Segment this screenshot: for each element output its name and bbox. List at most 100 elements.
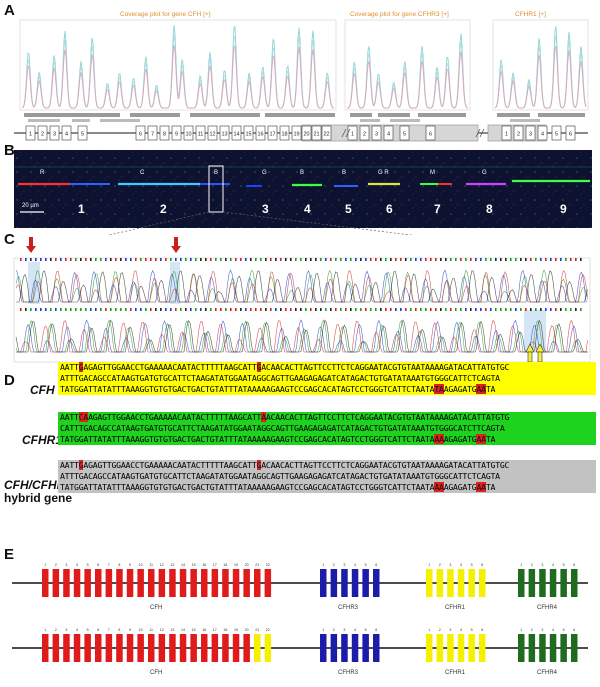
base-call-tick (200, 258, 202, 261)
exon-bar (179, 569, 187, 597)
variant-base: AA (476, 482, 486, 492)
coverage-curve (21, 45, 335, 109)
base-call-tick (245, 258, 247, 261)
base-call-tick (535, 258, 537, 261)
base-call-tick (185, 308, 187, 311)
base-call-tick (340, 258, 342, 261)
base-call-tick (390, 258, 392, 261)
base-call-tick (75, 258, 77, 261)
base-call-tick (420, 308, 422, 311)
base-call-tick (410, 308, 412, 311)
base-call-tick (110, 308, 112, 311)
fiber-number: 8 (486, 202, 493, 216)
seq-label-hybrid: CFH/CFHR1 (4, 478, 72, 492)
exon-bar (137, 634, 144, 662)
exon-bar (158, 634, 166, 662)
base-call-tick (270, 258, 272, 261)
base-call-tick (440, 258, 442, 261)
exon-number: 5 (471, 628, 473, 632)
exon-number: 8 (118, 628, 120, 632)
base-call-tick (135, 308, 137, 311)
exon-number: 2 (531, 563, 533, 567)
exon-number: 5 (365, 563, 367, 567)
base-call-tick (310, 258, 312, 261)
fiber-fish-image (14, 150, 592, 235)
exon-box (147, 125, 158, 141)
exon-number: 2 (333, 628, 335, 632)
base-call-tick (520, 258, 522, 261)
exon-label: 8 (163, 132, 166, 138)
coverage-bar (130, 113, 180, 117)
coverage-sub-bar (100, 119, 140, 122)
base-call-tick (560, 258, 562, 261)
sequence-text: TATGGATTATATTTAAAGGTGTGTGACTGACTGTATTTAT… (60, 384, 435, 394)
base-call-tick (260, 258, 262, 261)
exon-box (371, 125, 382, 141)
base-call-tick (375, 258, 377, 261)
base-call-tick (225, 308, 227, 311)
base-call-tick (325, 308, 327, 311)
exon-box (195, 125, 206, 141)
base-call-tick (335, 258, 337, 261)
base-call-tick (185, 258, 187, 261)
base-call-tick (465, 258, 467, 261)
variant-base: A (261, 412, 266, 422)
exon-bar (243, 569, 250, 597)
exon-label: 17 (269, 132, 275, 138)
exon-bar (351, 569, 359, 597)
fiber-number: 4 (304, 202, 311, 216)
exon-bar (571, 569, 578, 597)
exon-box (219, 125, 230, 141)
sequence-text: TA (485, 434, 496, 444)
exon-number: 6 (573, 563, 575, 567)
variant-base: G (256, 460, 262, 470)
exon-box (279, 125, 290, 141)
base-call-tick (175, 308, 177, 311)
exon-number: 13 (170, 628, 174, 632)
base-call-tick (260, 308, 262, 311)
base-call-tick (405, 308, 407, 311)
base-call-tick (450, 258, 452, 261)
sequence-line: ATTTGACAGCCATAAGTGATGTGCATTCTAAGATATGGAA… (58, 373, 596, 384)
seq-label-hybrid-sub: hybrid gene (4, 491, 73, 505)
exon-number: 8 (118, 563, 120, 567)
base-call-tick (450, 308, 452, 311)
base-call-tick (495, 308, 497, 311)
base-call-tick (510, 258, 512, 261)
sequence-line: AATTGAGAGTTGGAACCTGAAAAACAATACTTTTTAAGCA… (58, 362, 596, 373)
base-call-tick (230, 308, 232, 311)
exon-bar (479, 569, 486, 597)
base-call-tick (555, 308, 557, 311)
exon-number: 16 (202, 628, 206, 632)
base-call-tick (105, 308, 107, 311)
base-call-tick (485, 258, 487, 261)
base-call-tick (210, 258, 212, 261)
sequence-text: TATGGATTATATTTAAAGGTGTGTGACTGACTGTATTTAT… (60, 434, 435, 444)
red-arrow-right (171, 237, 181, 253)
base-call-tick (175, 258, 177, 261)
red-arrow-left (26, 237, 36, 253)
exon-number: 4 (76, 628, 78, 632)
exon-number: 4 (552, 563, 554, 567)
chromatogram-panel (13, 237, 591, 363)
exon-number: 3 (541, 563, 543, 567)
exon-bar (232, 569, 240, 597)
exon-bar (264, 634, 272, 662)
base-call-tick (575, 258, 577, 261)
exon-bar (436, 569, 444, 597)
base-call-tick (455, 258, 457, 261)
base-call-tick (470, 258, 472, 261)
base-call-tick (570, 258, 572, 261)
base-call-tick (65, 308, 67, 311)
base-call-tick (150, 308, 152, 311)
exon-bar (179, 634, 187, 662)
exon-number: 2 (439, 628, 441, 632)
base-call-tick (375, 308, 377, 311)
base-call-tick (325, 258, 327, 261)
signal-letter: G (262, 170, 267, 176)
coverage-bar (350, 113, 372, 117)
exon-number: 2 (333, 563, 335, 567)
base-call-tick (435, 308, 437, 311)
base-call-tick (45, 308, 47, 311)
sequence-text: AGAGTTGGAACCTGAAAAACAATACTTTTTAAGCATT (83, 362, 257, 372)
